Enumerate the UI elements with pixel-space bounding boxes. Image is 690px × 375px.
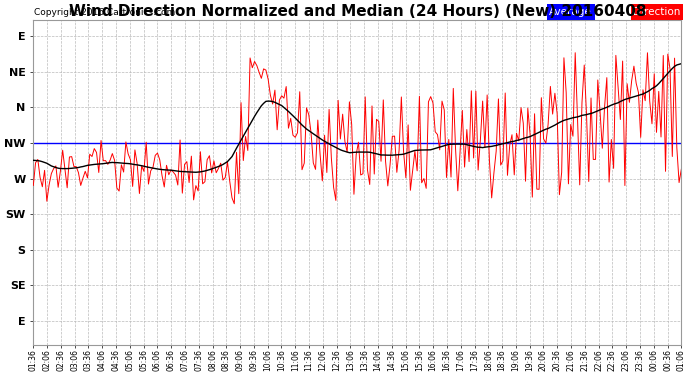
- Text: Copyright 2016 Cartronics.com: Copyright 2016 Cartronics.com: [34, 8, 175, 17]
- Text: Direction: Direction: [633, 7, 681, 17]
- Text: Average: Average: [549, 7, 592, 17]
- Title: Wind Direction Normalized and Median (24 Hours) (New) 20160408: Wind Direction Normalized and Median (24…: [68, 4, 646, 19]
